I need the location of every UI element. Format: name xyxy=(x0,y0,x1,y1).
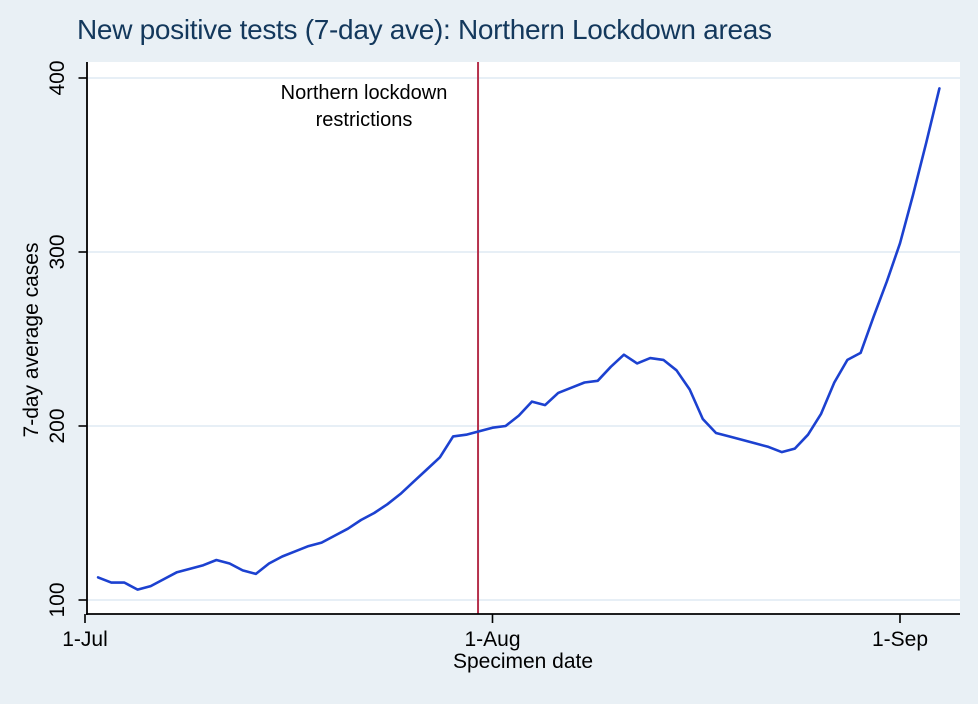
annotation-line1: Northern lockdown xyxy=(280,82,448,104)
y-tick-label-400: 400 xyxy=(46,60,69,96)
annotation-line2: restrictions xyxy=(315,109,413,131)
chart-title: New positive tests (7-day ave): Northern… xyxy=(77,14,772,45)
y-tick-label-100: 100 xyxy=(46,582,69,618)
x-tick-label-1-Sep: 1-Sep xyxy=(871,628,929,651)
x-axis-title: Specimen date xyxy=(452,650,594,673)
y-tick-label-200: 200 xyxy=(46,408,69,444)
tick-marks xyxy=(78,77,901,623)
y-tick-label-300: 300 xyxy=(46,234,69,270)
y-axis-title: 7-day average cases xyxy=(20,242,43,438)
x-tick-label-1-Aug: 1-Aug xyxy=(464,628,521,651)
annotation-lockdown: Northern lockdown restrictions xyxy=(281,80,448,134)
plot-background xyxy=(88,62,960,614)
data-line xyxy=(96,87,941,591)
x-tick-label-1-Jul: 1-Jul xyxy=(62,628,108,651)
